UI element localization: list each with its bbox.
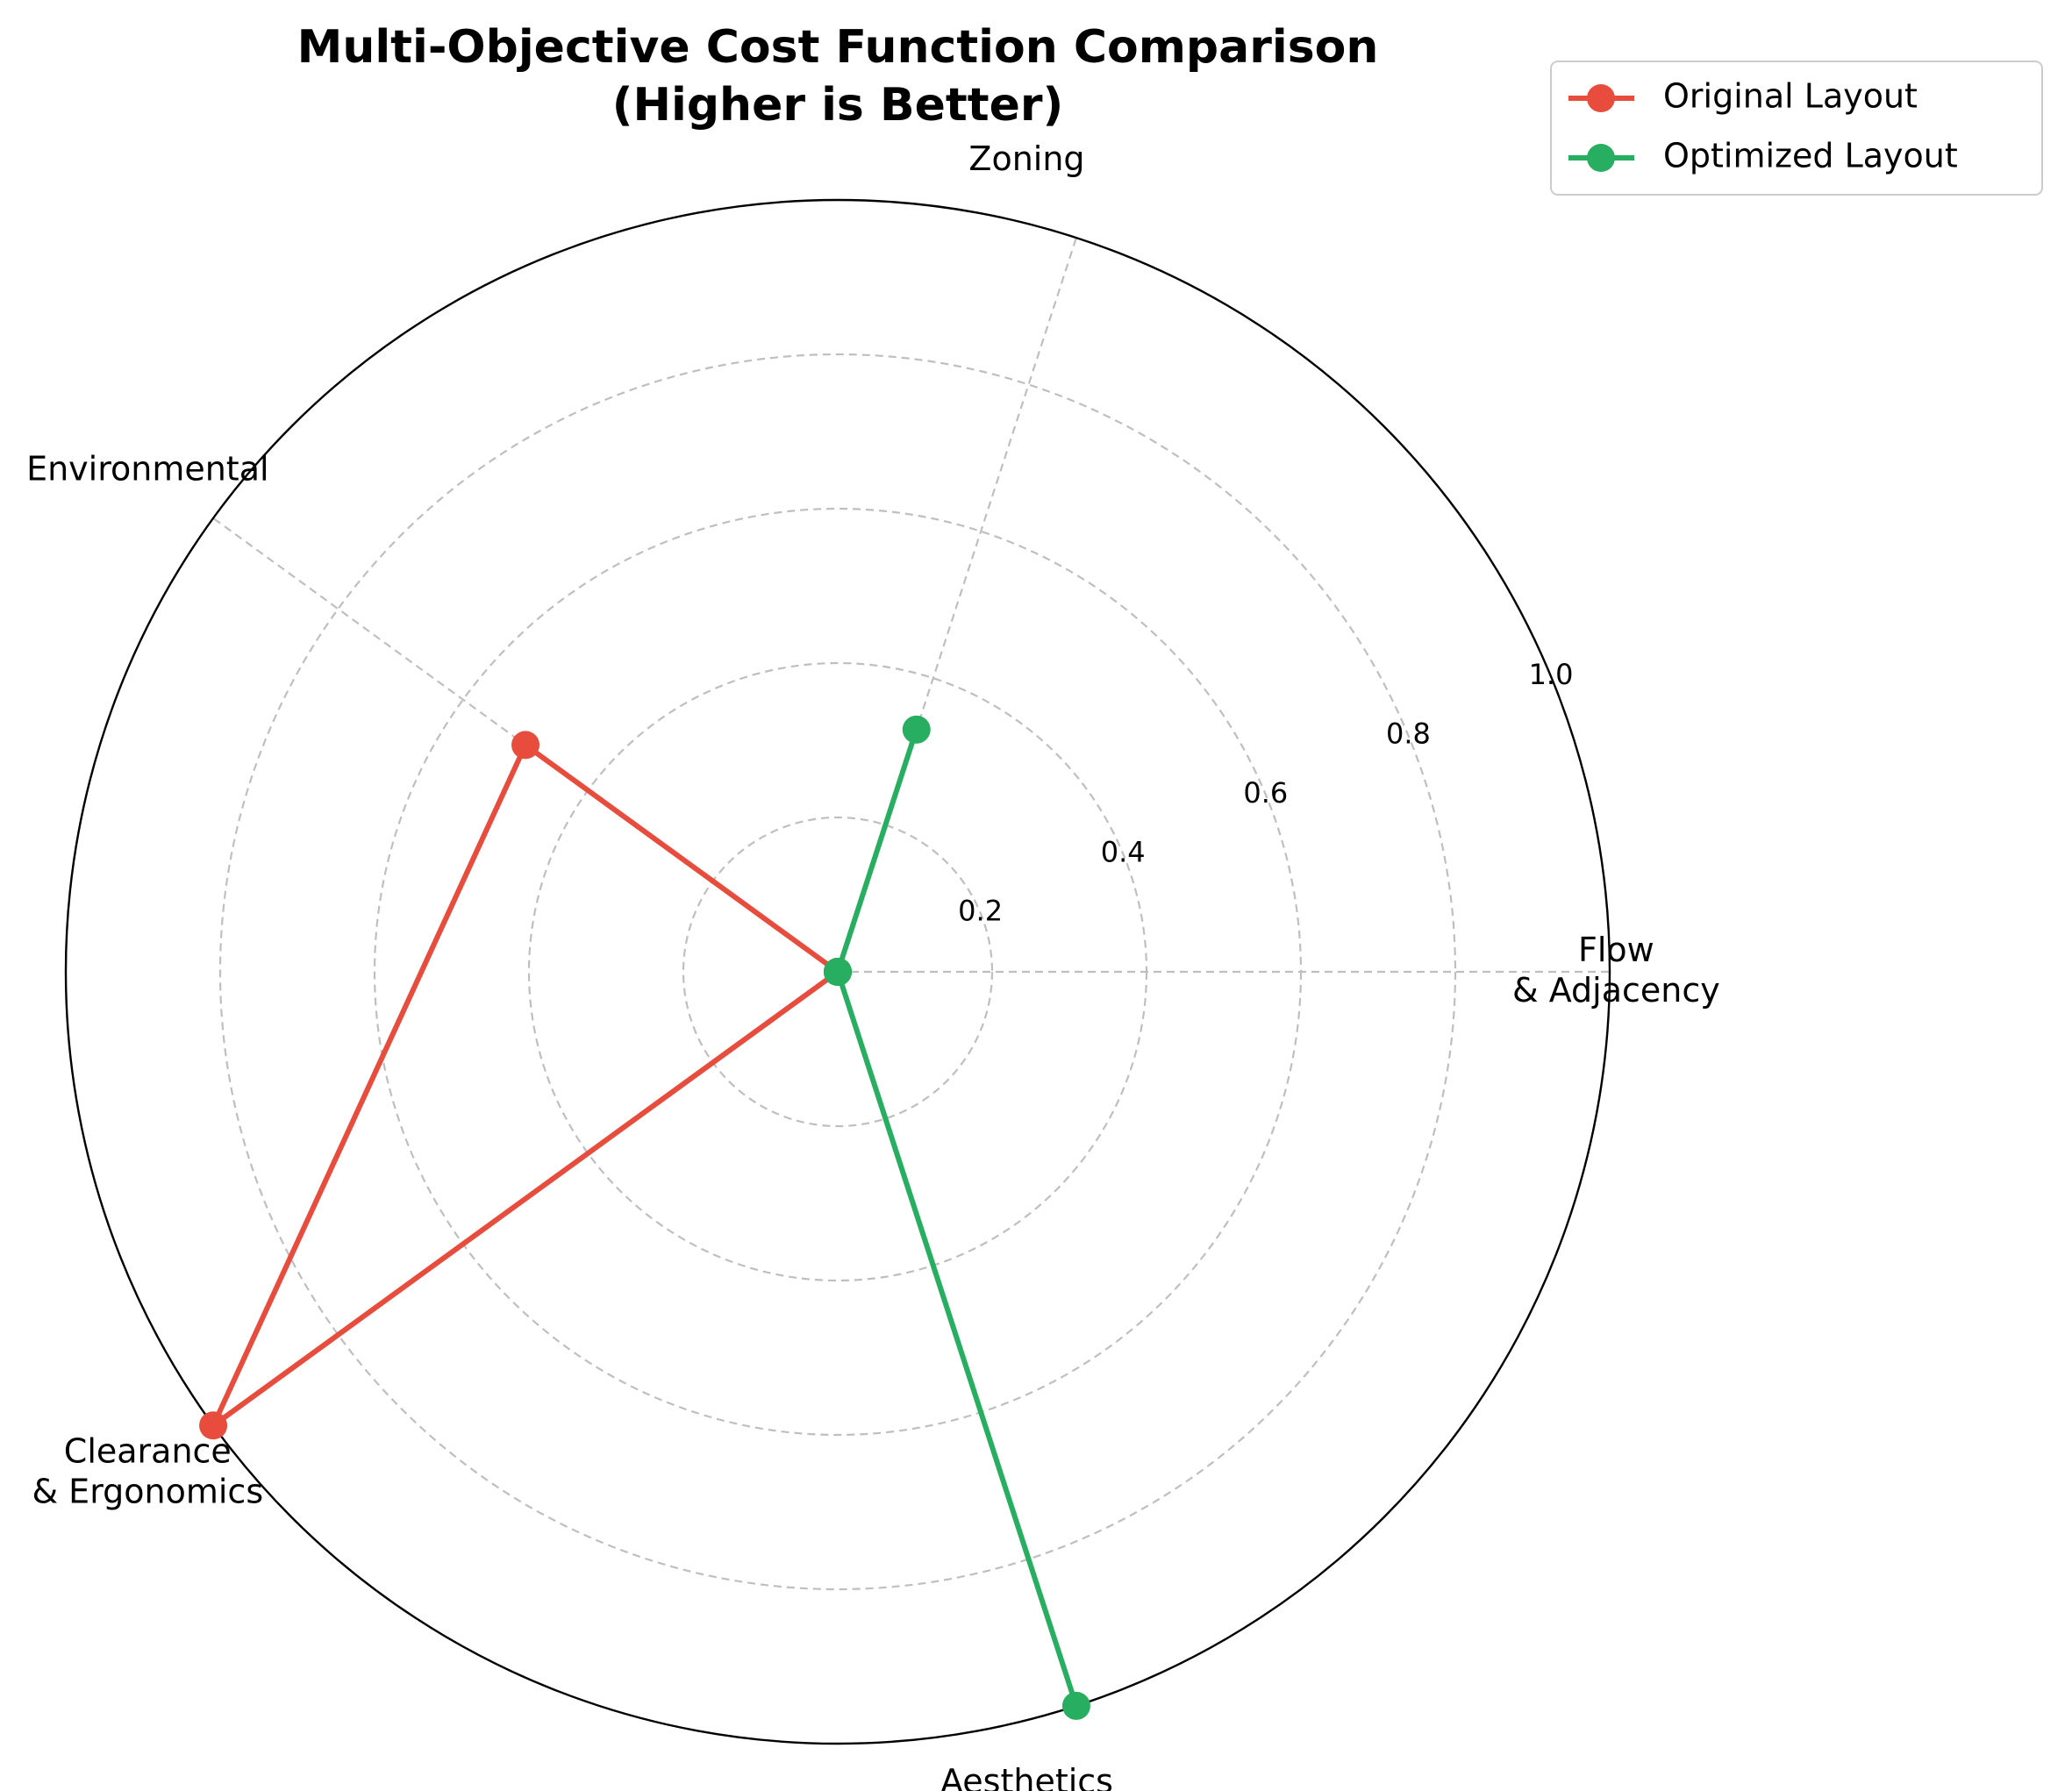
series-line-0 — [206, 740, 843, 1434]
series-0 — [199, 731, 852, 1440]
series-line-1 — [834, 728, 1079, 1707]
grid-circle-3 — [218, 353, 1457, 1591]
chart-title-line-2: (Higher is Better) — [612, 79, 1064, 132]
chart-title-line-1: Multi-Objective Cost Function Comparison — [297, 21, 1379, 74]
legend: Original Layout Optimized Layout — [1550, 61, 2043, 196]
tick-label-1: 0.4 — [1101, 835, 1146, 868]
legend-frame — [1550, 61, 2043, 196]
legend-label-0: Original Layout — [1663, 77, 1918, 116]
tick-label-2: 0.6 — [1243, 776, 1288, 810]
series-1-point-1 — [902, 715, 931, 744]
series-layer — [199, 715, 1090, 1720]
grid-circle-0 — [682, 816, 994, 1128]
legend-marker-0 — [1587, 84, 1615, 112]
spoke-1 — [836, 237, 1077, 973]
series-0-point-3 — [199, 1411, 228, 1440]
legend-item-0: Original Layout — [1568, 77, 1918, 116]
axis-label-4: Aesthetics — [940, 1761, 1113, 1791]
series-0-point-2 — [511, 731, 540, 760]
axis-labels: Flow & Adjacency Zoning Environmental Cleara… — [26, 139, 1720, 1791]
axis-label-1: Zoning — [968, 139, 1084, 178]
axis-label-0: Flow & Adjacency — [1512, 931, 1720, 1010]
tick-label-4: 1.0 — [1529, 658, 1574, 691]
tick-label-3: 0.8 — [1386, 717, 1431, 751]
outer-frame — [64, 198, 1611, 1745]
series-1 — [824, 715, 1090, 1720]
chart-title: Multi-Objective Cost Function Comparison… — [297, 21, 1379, 132]
legend-item-1: Optimized Layout — [1568, 137, 1958, 175]
axis-label-3: Clearance & Ergonomics — [32, 1431, 263, 1510]
radial-ticks: 0.2 0.4 0.6 0.8 1.0 — [958, 658, 1573, 927]
series-1-point-3 — [824, 958, 852, 986]
legend-label-1: Optimized Layout — [1663, 137, 1958, 175]
tick-label-0: 0.2 — [958, 895, 1003, 928]
axis-label-2: Environmental — [26, 449, 268, 488]
series-1-point-4 — [1061, 1691, 1090, 1720]
legend-marker-1 — [1587, 144, 1615, 172]
